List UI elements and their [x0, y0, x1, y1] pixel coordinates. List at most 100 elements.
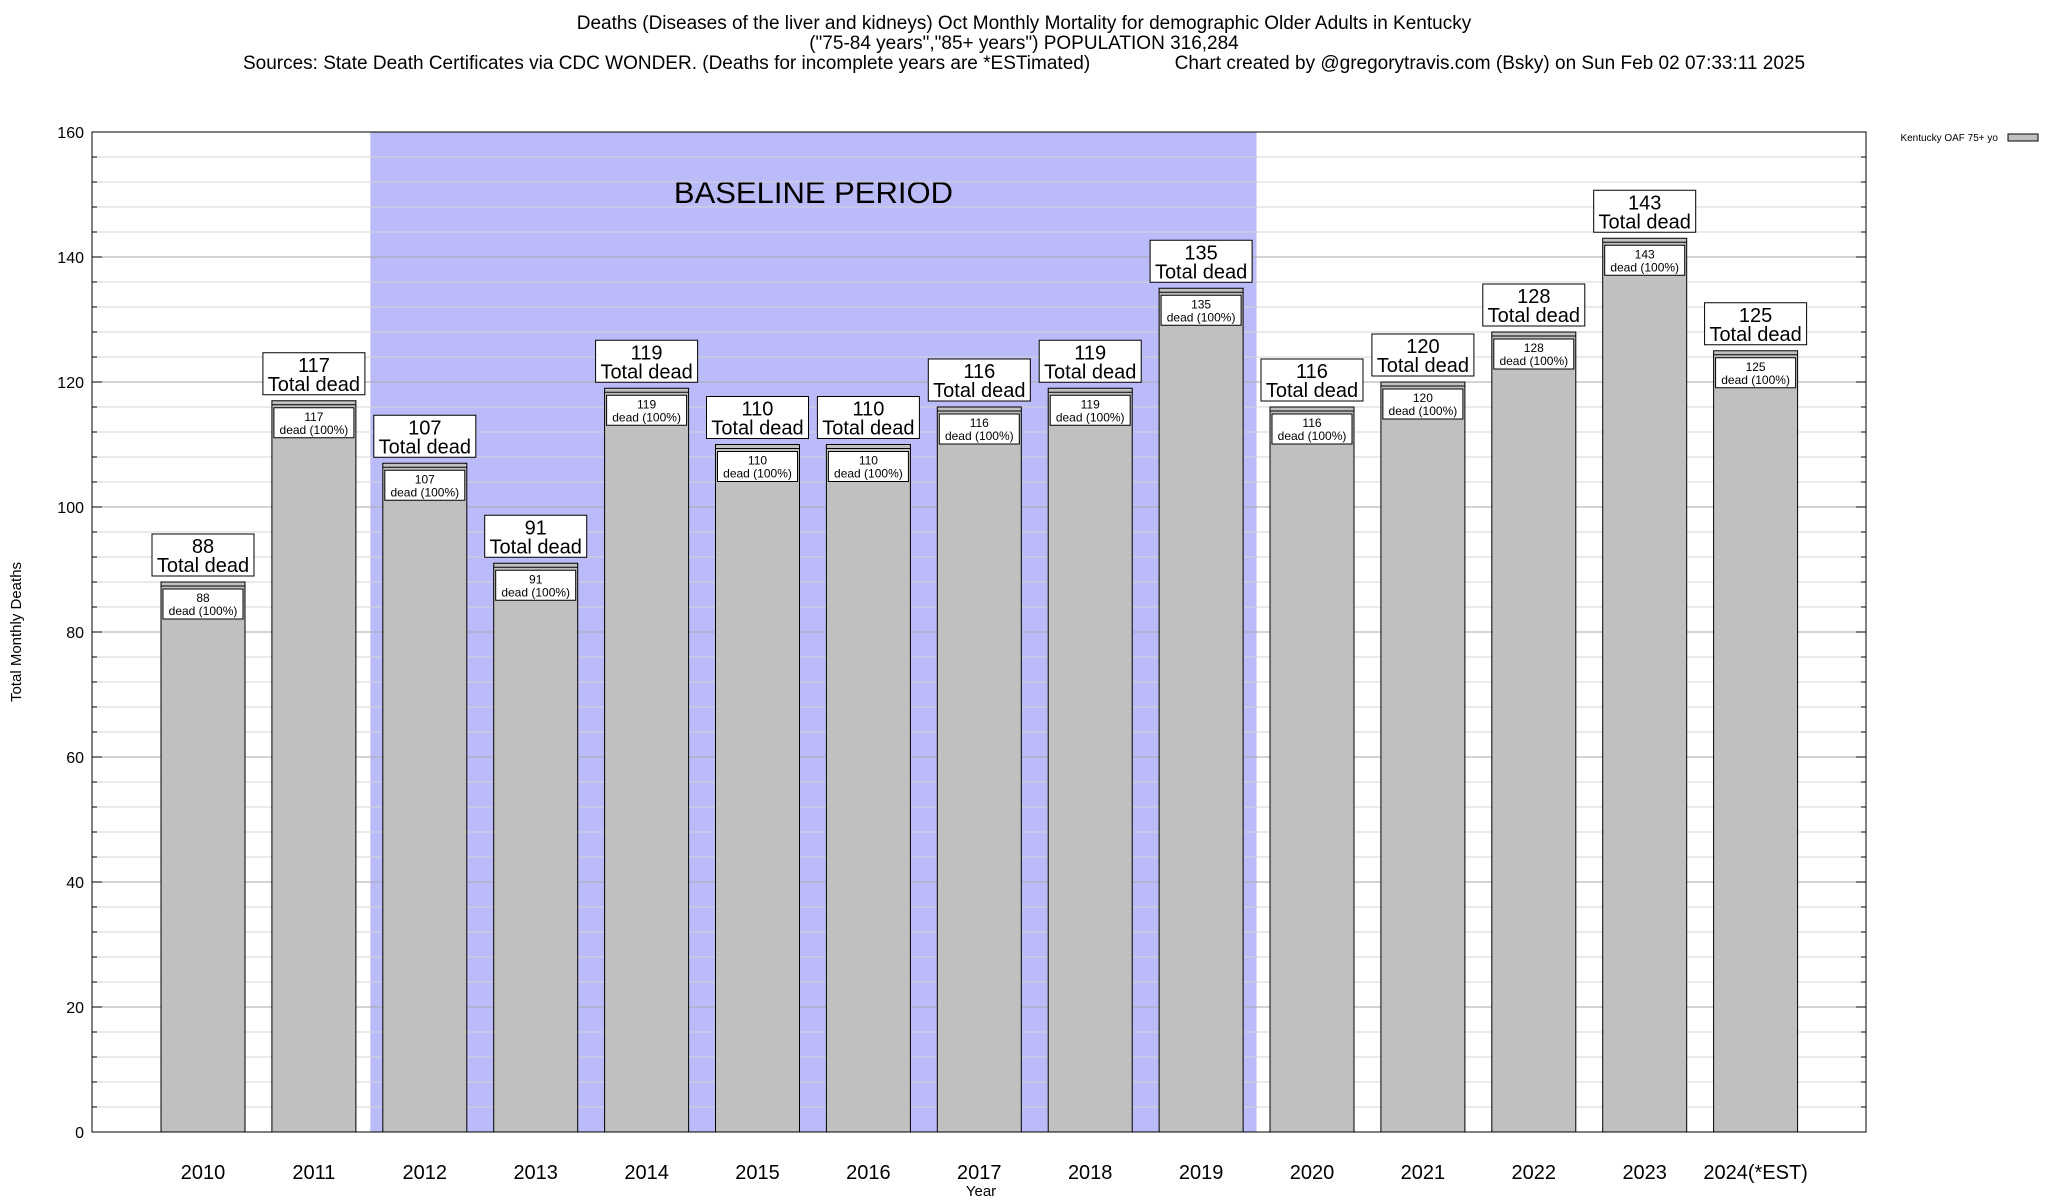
bar-total-label: Total dead [1266, 380, 1358, 402]
bar [1158, 287, 1244, 1133]
bar-total-label: Total dead [157, 555, 249, 577]
bar-value-label: 91 [525, 517, 547, 539]
bar-inner-label-box [384, 469, 466, 501]
y-tick-label: 80 [66, 625, 84, 642]
bar-top-label-box [1038, 339, 1142, 383]
plot-frame [91, 131, 1867, 1133]
bar-inner-percent: dead (100%) [834, 467, 903, 481]
bar [1047, 387, 1133, 1133]
x-tick-label: 2018 [1068, 1162, 1113, 1184]
bar [936, 406, 1022, 1133]
bar-inner-value: 125 [1746, 360, 1766, 374]
x-tick-label: 2011 [292, 1162, 335, 1184]
bar-total-label: Total dead [822, 418, 914, 440]
bar-inner-label-box [1049, 394, 1131, 426]
bar-inner-value: 117 [304, 410, 323, 424]
bar-value-label: 120 [1406, 336, 1439, 358]
bar-inner-percent: dead (100%) [280, 423, 349, 437]
bar-total-label: Total dead [1377, 355, 1469, 377]
bar-inner-value: 119 [1081, 397, 1100, 411]
bar-total-label: Total dead [933, 380, 1025, 402]
bar-total-label: Total dead [1044, 361, 1136, 383]
bar-top-label-box [1704, 302, 1808, 346]
chart-subtitle: ("75-84 years","85+ years") POPULATION 3… [809, 33, 1239, 54]
y-tick-label: 60 [66, 750, 84, 767]
x-tick-label: 2022 [1512, 1162, 1557, 1184]
bar-inner-percent: dead (100%) [612, 410, 681, 424]
bar-inner-value: 88 [196, 591, 210, 605]
bar-top-label-box [595, 339, 699, 383]
bar [1491, 331, 1577, 1133]
bar-inner-label-box [162, 588, 244, 620]
bar-top-label-box [151, 533, 255, 577]
bar-inner-label-box [606, 394, 688, 426]
bar-value-label: 110 [742, 399, 774, 421]
bar-inner-value: 116 [970, 416, 989, 430]
bar-inner-value: 116 [1302, 416, 1321, 430]
bar-value-label: 143 [1628, 192, 1661, 214]
x-tick-label: 2019 [1179, 1162, 1224, 1184]
bar-inner-value: 119 [637, 397, 656, 411]
bar-inner-value: 110 [859, 454, 878, 468]
x-tick-label: 2012 [403, 1162, 448, 1184]
bar-inner-percent: dead (100%) [390, 485, 459, 499]
bar-inner-label-box [1493, 338, 1575, 370]
bar-inner-label-box [1604, 244, 1686, 276]
bar-value-label: 117 [298, 355, 330, 377]
x-tick-label: 2020 [1290, 1162, 1335, 1184]
bar [715, 444, 800, 1133]
bar-top-label-box [1260, 358, 1364, 402]
bar-total-label: Total dead [490, 536, 582, 558]
bar-inner-label-box [938, 413, 1020, 445]
bar-top-label-box [816, 396, 920, 439]
x-tick-label: 2023 [1622, 1162, 1667, 1184]
y-tick-label: 120 [57, 375, 84, 392]
y-tick-label: 40 [66, 875, 84, 892]
bar-value-label: 88 [192, 536, 214, 558]
bar-inner-percent: dead (100%) [1721, 373, 1790, 387]
bar [1713, 350, 1799, 1133]
bar-inner-value: 110 [748, 454, 767, 468]
bar-value-label: 119 [1074, 342, 1106, 364]
bar-inner-value: 143 [1635, 247, 1655, 261]
bar-value-label: 135 [1184, 242, 1217, 264]
bar-top-label-box [1371, 333, 1475, 377]
bar-top-label-box [927, 358, 1031, 402]
bar [1269, 406, 1355, 1133]
bar-inner-label-box [1160, 294, 1242, 326]
y-tick-label: 20 [66, 1000, 84, 1017]
bar-inner-value: 91 [529, 572, 543, 586]
bar-inner-label-box [827, 451, 909, 482]
x-tick-label: 2013 [513, 1162, 558, 1184]
x-tick-label: 2014 [624, 1162, 669, 1184]
bar-inner-percent: dead (100%) [945, 429, 1014, 443]
x-tick-label: 2024(*EST) [1703, 1162, 1808, 1184]
bar-value-label: 107 [408, 417, 441, 439]
bar-inner-percent: dead (100%) [1278, 429, 1347, 443]
bar [1602, 237, 1688, 1133]
bar-inner-value: 107 [415, 472, 435, 486]
bar-top-label-box [1593, 189, 1697, 233]
bar [825, 444, 911, 1133]
bar-inner-label-box [1271, 413, 1353, 445]
y-axis-title: Total Monthly Deaths [8, 562, 25, 702]
bar-inner-percent: dead (100%) [1499, 354, 1568, 368]
y-tick-label: 160 [57, 125, 84, 142]
bar-total-label: Total dead [1488, 305, 1580, 327]
bar-top-label-box [706, 396, 809, 439]
x-axis-title: Year [966, 1183, 996, 1200]
x-tick-label: 2017 [957, 1162, 1002, 1184]
x-tick-label: 2021 [1401, 1162, 1446, 1184]
bar-inner-value: 120 [1413, 391, 1433, 405]
y-tick-label: 140 [57, 250, 84, 267]
chart-source-line: Sources: State Death Certificates via CD… [242, 53, 1806, 74]
x-tick-label: 2016 [846, 1162, 891, 1184]
bar-value-label: 110 [852, 399, 884, 421]
bar-value-label: 128 [1517, 286, 1550, 308]
bar [493, 562, 579, 1133]
bar-total-label: Total dead [1599, 211, 1691, 233]
bar-top-label-box [484, 514, 588, 558]
chart-title: Deaths (Diseases of the liver and kidney… [576, 13, 1472, 34]
bar-top-label-box [373, 414, 477, 458]
bar-inner-percent: dead (100%) [169, 604, 238, 618]
